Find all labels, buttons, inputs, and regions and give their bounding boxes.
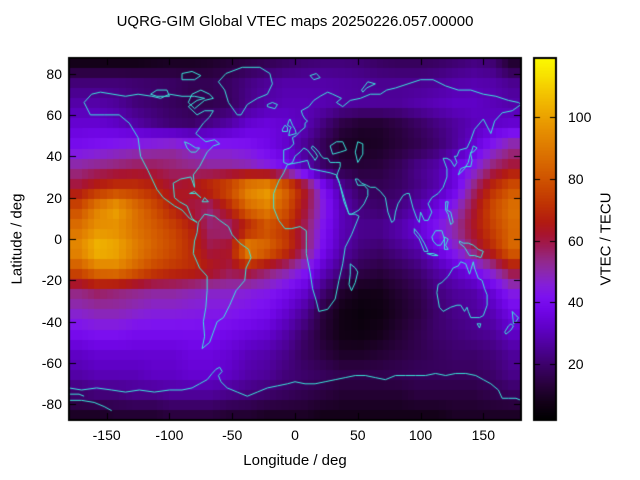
x-tick-label: -100 [155, 427, 184, 443]
y-tick-label: -20 [41, 272, 62, 289]
y-tick-label: 80 [46, 65, 62, 82]
y-tick-label: 60 [46, 106, 62, 123]
colorbar-tick-label: 100 [568, 108, 592, 125]
y-tick-label: -80 [41, 396, 62, 413]
x-tick-label: 150 [471, 427, 495, 443]
y-tick-label: -40 [41, 313, 62, 330]
x-tick-label: 100 [408, 427, 433, 443]
x-axis-label: Longitude / deg [243, 452, 347, 469]
y-tick-label: -60 [41, 355, 62, 372]
colorbar-tick-label: 20 [568, 356, 584, 373]
colorbar-tick-label: 80 [568, 170, 584, 187]
y-tick-label: 40 [46, 148, 62, 165]
x-tick-label: 0 [291, 427, 299, 443]
colorbar-tick-label: 60 [568, 232, 584, 249]
x-tick-label: -50 [222, 427, 243, 443]
chart-title: UQRG-GIM Global VTEC maps 20250226.057.0… [116, 13, 474, 30]
y-tick-label: 0 [54, 231, 62, 247]
colorbar-tick-label: 40 [568, 294, 584, 311]
x-tick-label: 50 [349, 427, 366, 443]
y-tick-label: 20 [46, 189, 62, 206]
x-tick-label: -150 [92, 427, 121, 443]
